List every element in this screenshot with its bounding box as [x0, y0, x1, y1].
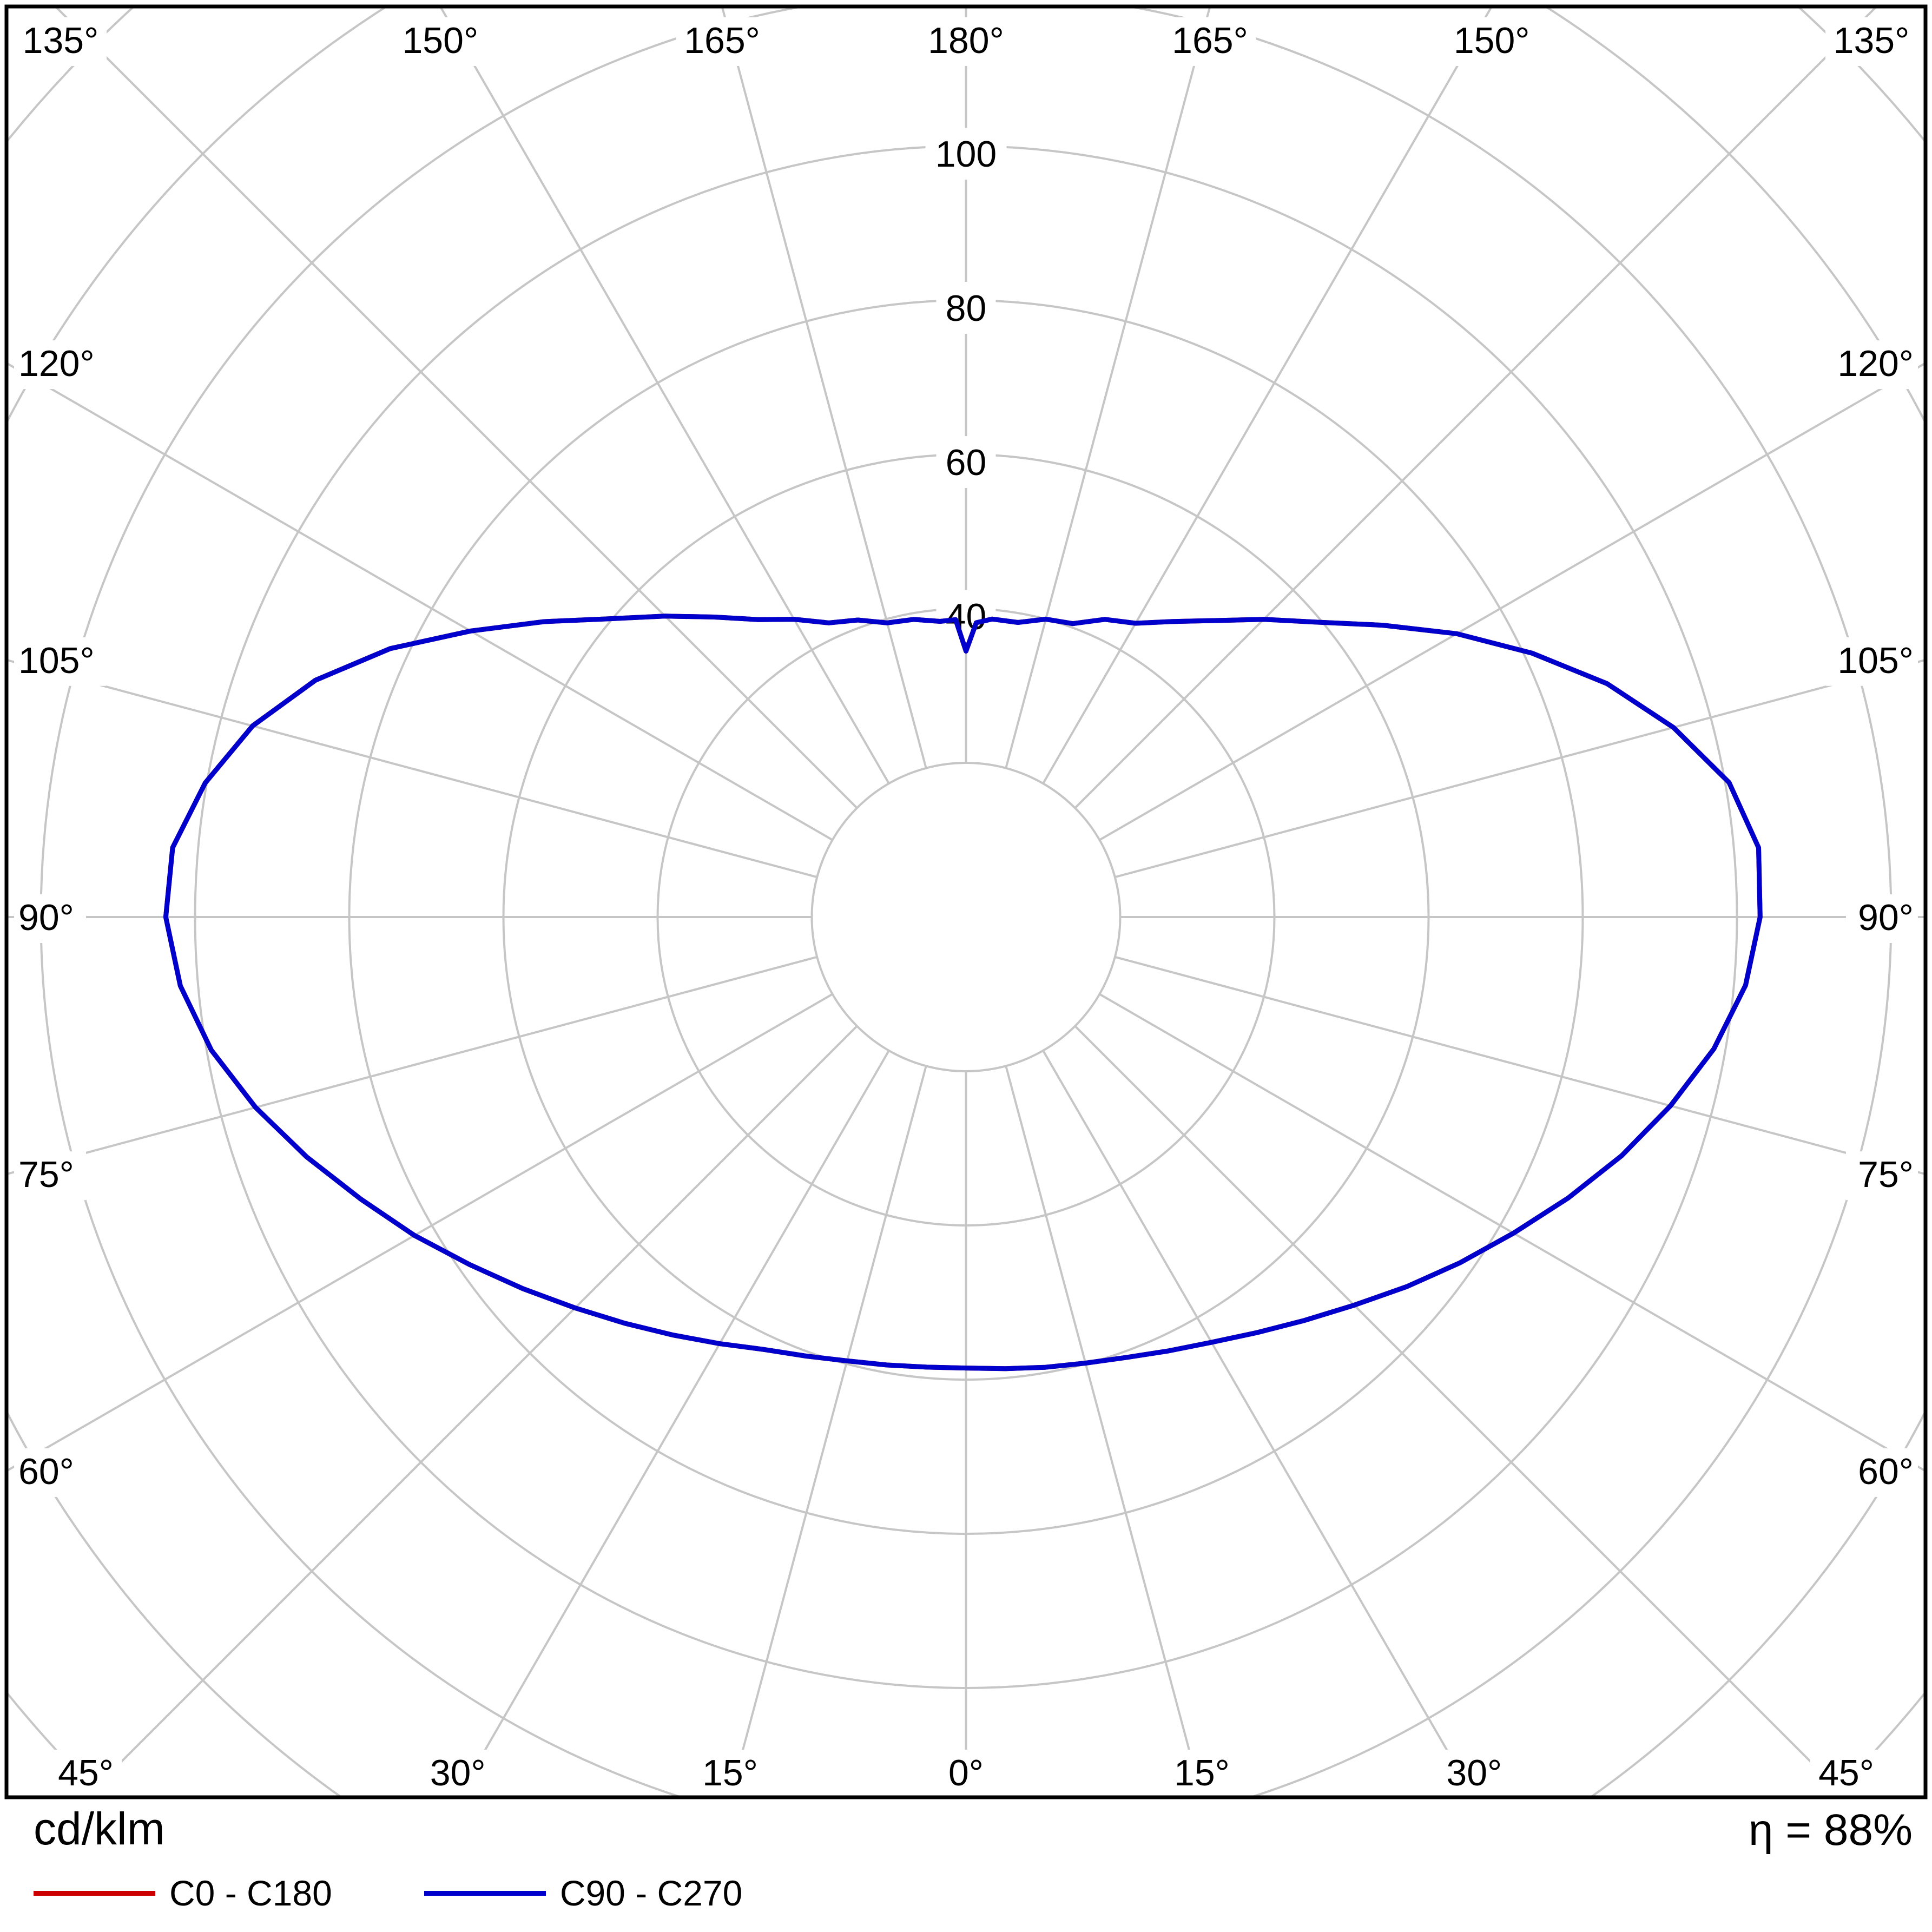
radial-tick-label: 60: [946, 442, 987, 483]
radial-label-mask: [936, 590, 996, 642]
angle-label-mask: [1846, 894, 1918, 943]
angle-tick-label: 45°: [58, 1752, 114, 1793]
radial-tick-label: 40: [946, 596, 987, 637]
angle-label-mask: [940, 1750, 992, 1798]
angle-tick-label: 150°: [402, 20, 478, 61]
legend-swatch-c0-c180-icon: [34, 1890, 155, 1896]
angle-label-mask: [14, 637, 106, 686]
angle-label-mask: [394, 17, 486, 66]
polar-chart: 40 60 80 100 0° 15° 15° 30° 30° 45° 45° 60° 60° 75° 75…: [4, 4, 1928, 1799]
legend-item-c0-c180: C0 - C180: [34, 1875, 332, 1911]
angle-label-mask: [421, 1750, 494, 1798]
radial-label-mask: [936, 436, 996, 488]
legend: C0 - C180 C90 - C270: [34, 1875, 742, 1911]
angle-tick-label: 90°: [18, 897, 74, 938]
unit-label: cd/klm: [34, 1803, 165, 1854]
grid-spoke: [440, 8, 890, 784]
curve-c0-c180: [163, 614, 1763, 1371]
radial-tick-label: 100: [935, 134, 997, 175]
grid-spoke: [1099, 362, 1924, 841]
angle-tick-label: 60°: [1858, 1451, 1914, 1492]
angle-tick-label: 120°: [1837, 343, 1914, 384]
angle-tick-label: 165°: [1172, 20, 1248, 61]
angle-label-mask: [1164, 17, 1256, 66]
grid-spoke: [55, 8, 858, 809]
angle-tick-label: 165°: [684, 20, 760, 61]
legend-swatch-c90-c270-icon: [424, 1890, 546, 1896]
angle-tick-label: 30°: [1446, 1752, 1502, 1793]
angle-label-mask: [1846, 1448, 1918, 1497]
grid-spoke: [1005, 8, 1211, 769]
grid-spoke: [1074, 8, 1877, 809]
angle-label-mask: [1810, 1750, 1882, 1798]
legend-label-c0-c180: C0 - C180: [169, 1873, 332, 1913]
radial-label-mask: [936, 282, 996, 334]
angle-tick-label: 135°: [1834, 20, 1910, 61]
angle-label-mask: [14, 1448, 86, 1497]
grid-spoke: [1042, 1050, 1475, 1796]
radial-tick-label: 80: [946, 288, 987, 329]
angle-tick-label: 30°: [430, 1752, 486, 1793]
angle-tick-label: 45°: [1818, 1752, 1874, 1793]
angle-label-mask: [1826, 637, 1918, 686]
angle-label-mask: [1446, 17, 1538, 66]
grid-spoke: [8, 955, 817, 1175]
angle-tick-label: 75°: [1858, 1154, 1914, 1195]
grid-spoke: [721, 8, 927, 769]
curves: [163, 614, 1763, 1371]
grid-spoke: [1042, 8, 1492, 784]
angle-tick-label: 60°: [18, 1451, 74, 1492]
angle-label-mask: [1826, 340, 1918, 390]
angle-label-mask: [1825, 17, 1917, 66]
angle-tick-label: 180°: [928, 20, 1004, 61]
angle-tick-label: 105°: [18, 640, 95, 681]
curve-c90-c270: [163, 614, 1763, 1371]
angle-label-mask: [1846, 1151, 1918, 1201]
angle-label-mask: [14, 1151, 86, 1201]
grid-spoke: [1099, 993, 1924, 1472]
grid-circle: [810, 762, 1122, 1072]
polar-grid: [8, 8, 1924, 1796]
angle-label-mask: [15, 17, 107, 66]
grid-spoke: [729, 1065, 927, 1796]
grid-spoke: [8, 362, 833, 841]
angle-label-mask: [694, 1750, 767, 1798]
angle-label-mask: [14, 340, 106, 390]
grid-spoke: [1005, 1065, 1203, 1796]
grid-spoke: [457, 1050, 890, 1796]
grid-spoke: [8, 659, 817, 879]
grid-spoke: [8, 993, 833, 1472]
angle-tick-label: 15°: [1174, 1752, 1230, 1793]
legend-label-c90-c270: C90 - C270: [559, 1873, 743, 1913]
angle-tick-label: 75°: [18, 1154, 74, 1195]
angle-tick-label: 150°: [1454, 20, 1530, 61]
grid-spoke: [1115, 659, 1924, 879]
angle-tick-label: 90°: [1858, 897, 1914, 938]
angle-label-mask: [920, 17, 1012, 66]
angle-tick-label: 120°: [18, 343, 95, 384]
legend-item-c90-c270: C90 - C270: [424, 1873, 743, 1913]
angle-label-mask: [14, 894, 86, 943]
angle-label-mask: [676, 17, 768, 66]
angle-tick-label: 135°: [23, 20, 99, 61]
angle-label-mask: [1438, 1750, 1511, 1798]
radial-label-mask: [925, 128, 1007, 180]
grid-spoke: [1115, 955, 1924, 1175]
angle-tick-label: 15°: [702, 1752, 758, 1793]
angle-label-mask: [50, 1750, 122, 1798]
angle-tick-label: 0°: [948, 1752, 984, 1793]
angle-tick-label: 105°: [1837, 640, 1914, 681]
plot-border: [4, 4, 1928, 1799]
angle-label-mask: [1165, 1750, 1238, 1798]
efficiency-label: η = 88%: [1748, 1805, 1913, 1855]
